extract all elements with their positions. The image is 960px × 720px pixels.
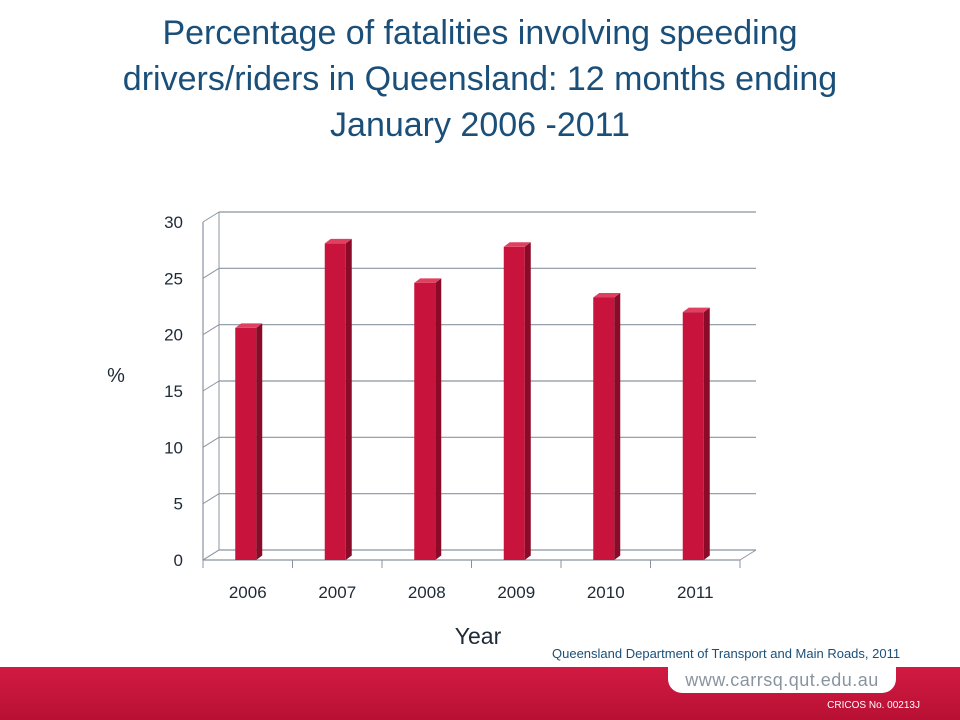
- gridline: [202, 493, 220, 505]
- y-tick-label: 30: [164, 213, 183, 232]
- bar-front: [324, 243, 346, 560]
- bar-side: [524, 242, 531, 560]
- gridline: [202, 380, 220, 392]
- y-tick-label: 20: [164, 326, 183, 345]
- x-tick-label: 2006: [229, 583, 267, 602]
- chart-bars: [235, 238, 710, 560]
- y-tick-label: 15: [164, 382, 183, 401]
- chart-axes: [202, 212, 757, 568]
- x-tick-label: 2009: [497, 583, 535, 602]
- bar: [235, 323, 263, 560]
- bar-side: [256, 323, 263, 560]
- bar-side: [614, 292, 621, 560]
- x-tick-label: 2007: [318, 583, 356, 602]
- y-tick-label: 5: [174, 495, 183, 514]
- y-tick-label: 10: [164, 438, 183, 457]
- y-axis-title: %: [107, 365, 125, 387]
- bar-front: [503, 246, 525, 560]
- bar-front: [414, 282, 436, 560]
- y-tick-label: 25: [164, 269, 183, 288]
- title-line-3: January 2006 -2011: [330, 106, 630, 144]
- chart-labels: 0 5 10 15 20 25 30 2006 2007 2008 2009 2010 2011: [164, 213, 713, 602]
- gridline: [202, 324, 220, 336]
- bar: [414, 278, 442, 560]
- slide-title: Percentage of fatalities involving speed…: [40, 10, 920, 148]
- x-tick-label: 2008: [408, 583, 446, 602]
- bar-top: [324, 238, 352, 244]
- cricos-number: CRICOS No. 00213J: [827, 700, 920, 711]
- bar-side: [345, 238, 352, 560]
- bar-top: [235, 323, 263, 328]
- footer-url-box: www.carrsq.qut.edu.au: [668, 667, 896, 693]
- bar-front: [593, 297, 615, 560]
- y-tick-label: 0: [174, 551, 183, 570]
- footer-url-link[interactable]: www.carrsq.qut.edu.au: [685, 669, 879, 690]
- bar: [324, 238, 352, 560]
- bar: [593, 292, 621, 560]
- bar-side: [435, 278, 442, 560]
- bar-front: [235, 327, 257, 560]
- bar-side: [703, 307, 710, 560]
- chart-gridlines: [202, 211, 756, 561]
- bar-front: [682, 312, 704, 560]
- gridline: [202, 436, 220, 448]
- gridline: [202, 267, 220, 279]
- gridline: [202, 211, 220, 223]
- x-axis-title: Year: [455, 623, 502, 649]
- bar-top: [593, 292, 621, 298]
- bar-top: [682, 307, 710, 313]
- title-line-1: Percentage of fatalities involving speed…: [162, 14, 798, 52]
- bar: [682, 307, 710, 560]
- x-tick-label: 2010: [587, 583, 625, 602]
- title-line-2: drivers/riders in Queensland: 12 months …: [122, 60, 838, 98]
- source-note: Queensland Department of Transport and M…: [552, 646, 901, 661]
- bar: [503, 242, 531, 560]
- x-tick-label: 2011: [677, 583, 714, 602]
- bar-top: [414, 278, 442, 283]
- bar-top: [503, 242, 531, 247]
